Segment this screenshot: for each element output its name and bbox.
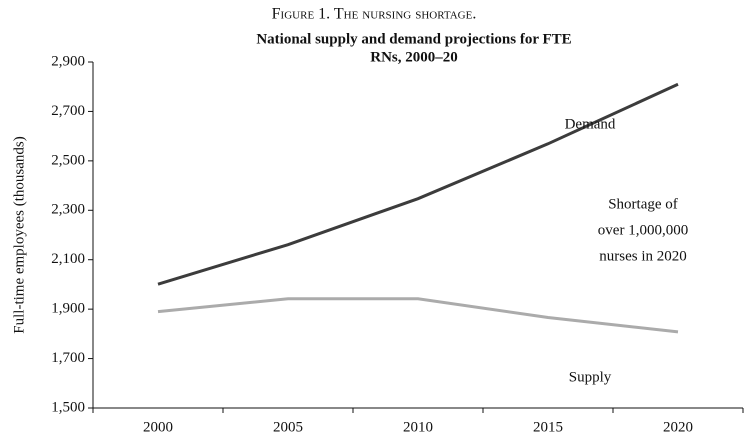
chart-title: National supply and demand projections f…	[256, 31, 571, 47]
series-label: Demand	[565, 116, 616, 132]
annotation: nurses in 2020	[599, 248, 687, 264]
x-tick-label: 2015	[533, 419, 563, 435]
y-tick-label: 2,900	[51, 53, 85, 69]
x-tick-label: 2005	[273, 419, 303, 435]
line-series	[157, 297, 679, 334]
y-tick-label: 2,700	[51, 103, 85, 119]
annotation: over 1,000,000	[598, 222, 688, 238]
x-tick-label: 2020	[663, 419, 693, 435]
y-tick-label: 2,500	[51, 152, 85, 168]
x-tick-label: 2010	[403, 419, 433, 435]
y-tick-label: 1,700	[51, 350, 85, 366]
chart-title: RNs, 2000–20	[370, 49, 458, 65]
y-tick-label: 1,500	[51, 399, 85, 415]
annotation: Shortage of	[608, 196, 678, 212]
y-axis-label: Full-time employees (thousands)	[11, 136, 27, 333]
figure-caption: Figure 1. The nursing shortage.	[272, 6, 477, 23]
line-series	[157, 82, 679, 286]
y-tick-label: 1,900	[51, 301, 85, 317]
y-tick-label: 2,100	[51, 251, 85, 267]
y-tick-label: 2,300	[51, 202, 85, 218]
series-label: Supply	[569, 369, 612, 385]
x-tick-label: 2000	[143, 419, 173, 435]
